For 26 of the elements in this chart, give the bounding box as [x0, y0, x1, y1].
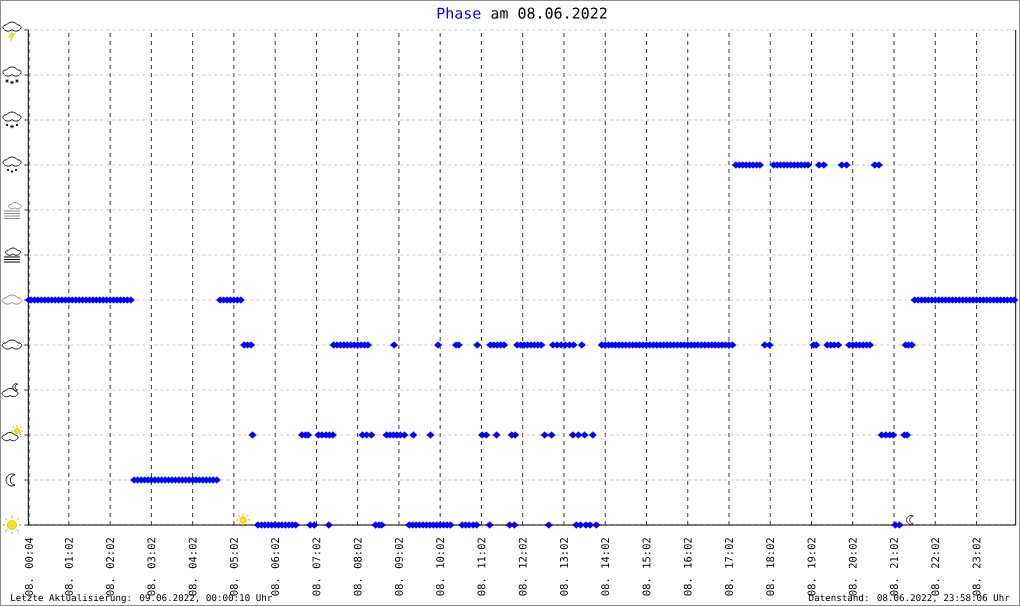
x-tick-label: 08. 00:04: [25, 537, 33, 596]
x-tick-label: 08. 17:02: [725, 538, 733, 596]
x-tick-label: 08. 22:02: [931, 538, 940, 596]
x-tick-label: 08. 20:02: [848, 538, 857, 596]
x-tick-label: 08. 19:02: [807, 538, 816, 596]
x-tick-label: 08. 16:02: [683, 538, 692, 596]
x-tick-label: 08. 18:02: [766, 538, 775, 596]
x-tick-label: 08. 03:02: [147, 538, 156, 596]
x-tick-label: 08. 21:02: [890, 538, 898, 596]
x-tick-label: 08. 02:02: [106, 538, 115, 596]
x-tick-label: 08. 04:02: [188, 538, 197, 596]
x-tick-label: 08. 10:02: [436, 538, 445, 596]
x-tick-label: 08. 14:02: [601, 538, 610, 596]
x-tick-label: 08. 23:02: [972, 538, 981, 596]
x-tick-label: 08. 15:02: [642, 538, 651, 596]
x-tick-label: 08. 09:02: [394, 538, 403, 596]
x-tick-label: 08. 12:02: [518, 538, 527, 596]
x-tick-label: 08. 01:02: [64, 538, 73, 596]
x-tick-label: 08. 05:02: [229, 538, 238, 596]
x-tick-label: 08. 08:02: [353, 538, 362, 596]
chart-title: am 08.06.2022: [491, 7, 607, 19]
text: Phase: [437, 7, 481, 19]
x-tick-label: 08. 06:02: [271, 538, 280, 596]
x-tick-label: 08. 13:02: [559, 538, 568, 596]
x-tick-label: 08. 11:02: [477, 538, 486, 596]
x-tick-label: 08. 07:02: [312, 538, 321, 596]
